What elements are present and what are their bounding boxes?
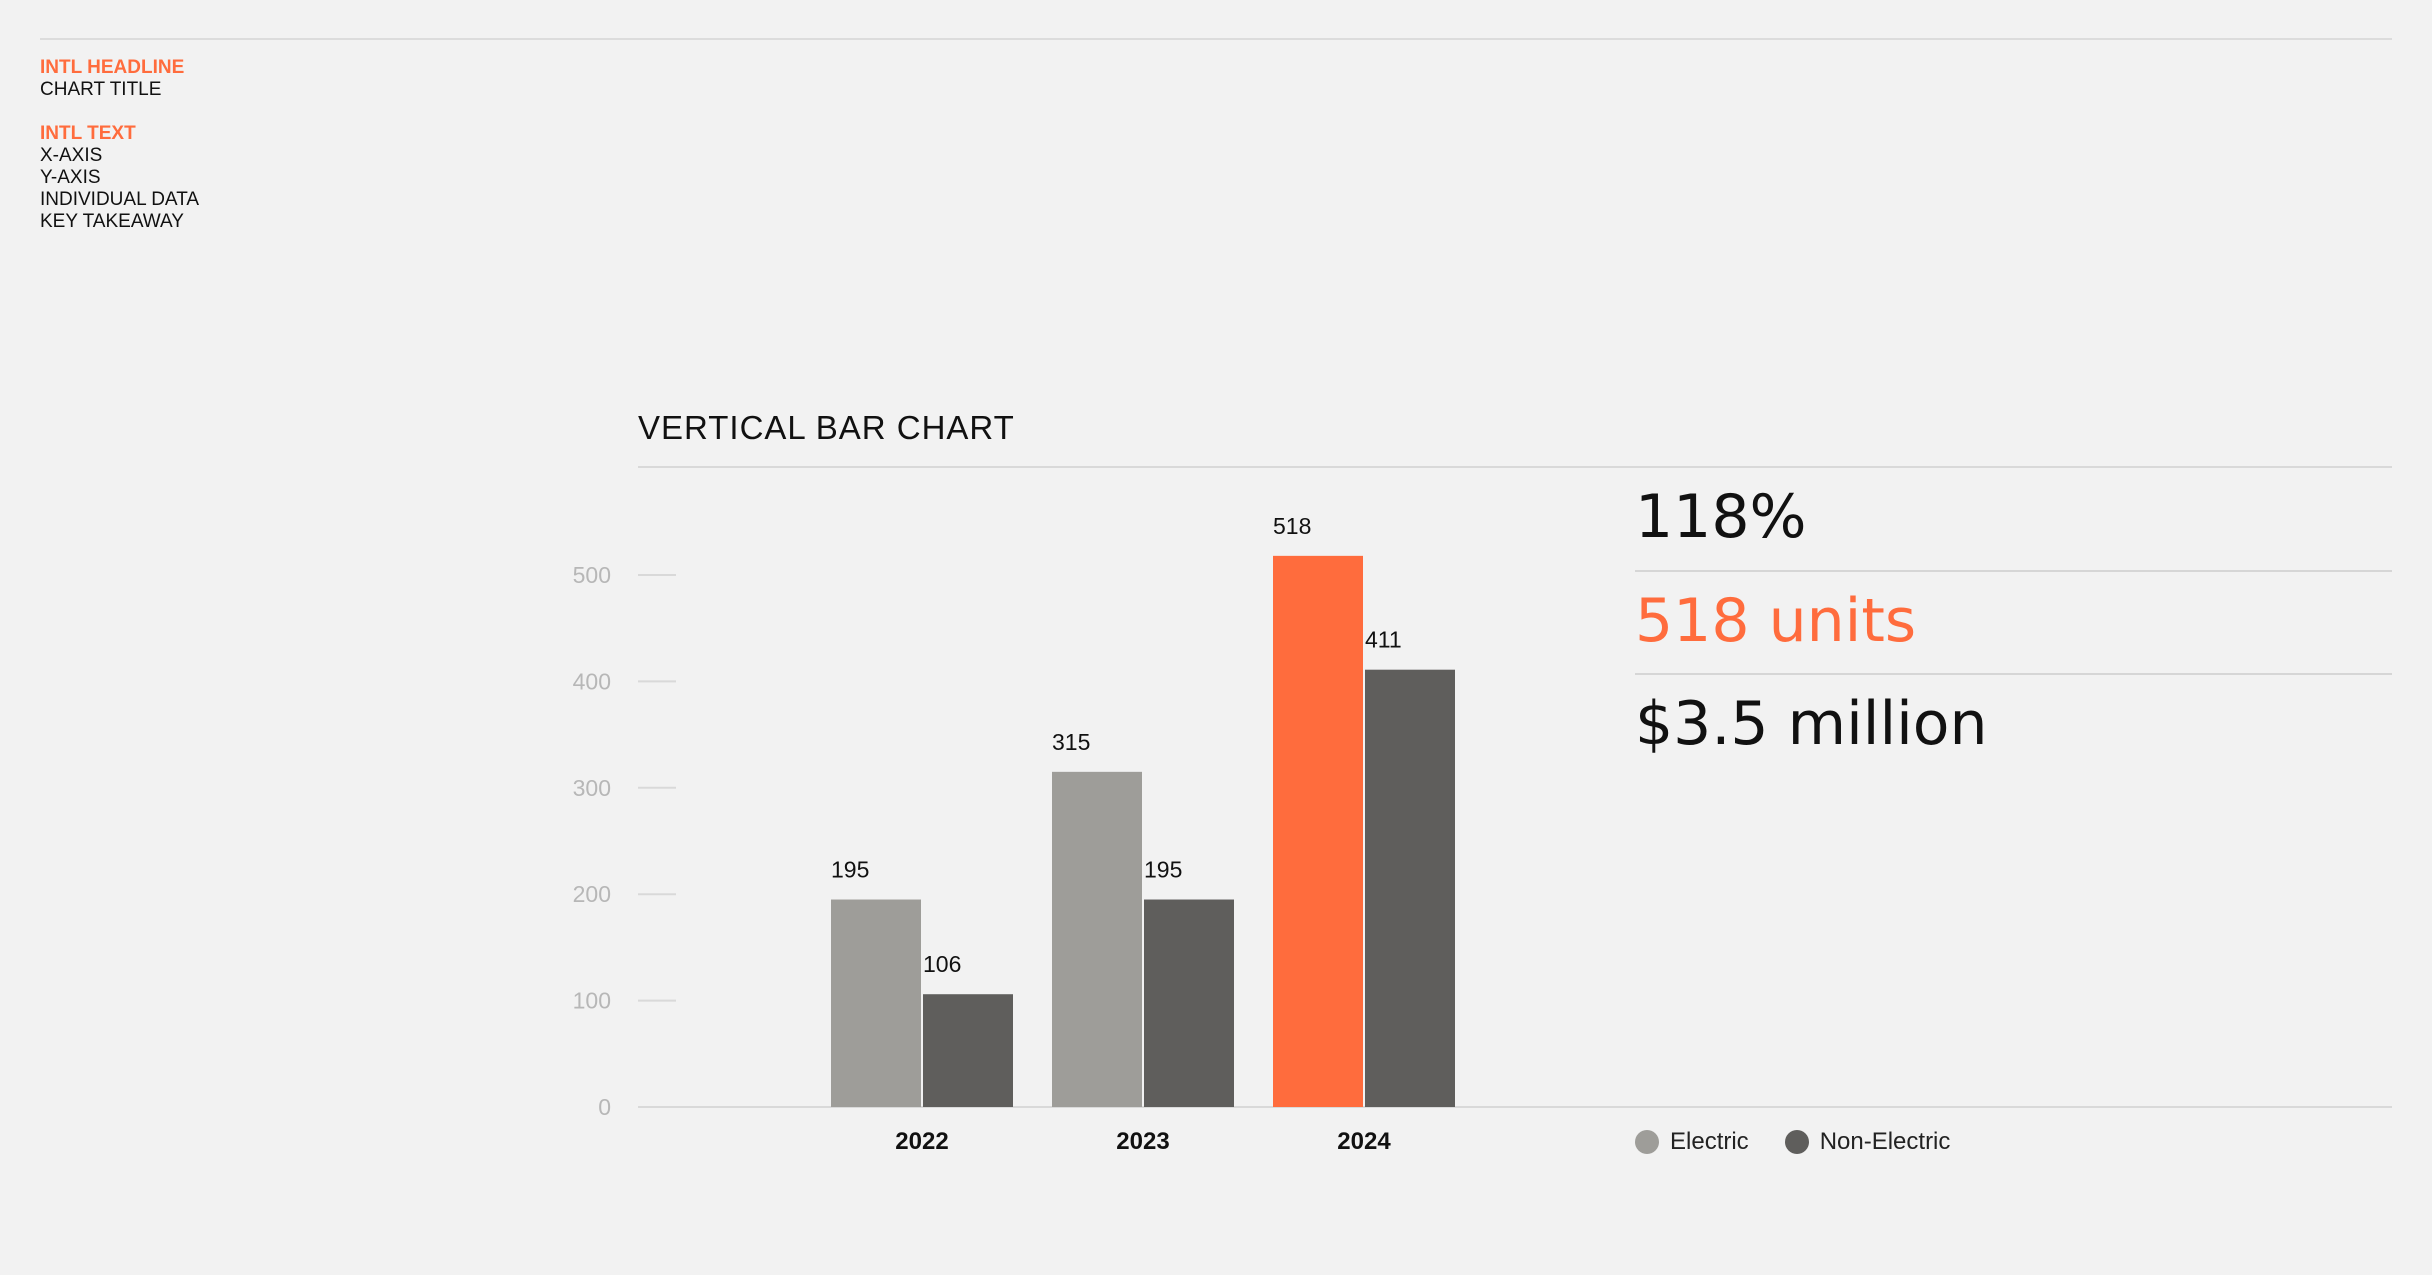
- headline-item: CHART TITLE: [40, 79, 162, 100]
- takeaway-divider: [1635, 570, 2392, 572]
- y-tick-label: 200: [573, 881, 611, 907]
- bar-non-electric-2023: [1144, 899, 1234, 1107]
- legend-swatch-electric: [1635, 1130, 1659, 1154]
- chart-legend: Electric Non-Electric: [1635, 1128, 1986, 1156]
- x-tick-label: 2023: [1116, 1128, 1169, 1155]
- y-tick-label: 300: [573, 775, 611, 801]
- data-label: 195: [1144, 857, 1182, 883]
- text-label: INTL TEXT: [40, 123, 136, 144]
- chart-title: VERTICAL BAR CHART: [638, 409, 1015, 446]
- legend-label-electric: Electric: [1670, 1128, 1749, 1155]
- bar-electric-2022: [831, 899, 921, 1107]
- y-tick-label: 400: [573, 668, 611, 694]
- top-divider: [40, 38, 2392, 40]
- data-label: 518: [1273, 513, 1311, 539]
- style-guide-notes: INTL HEADLINE CHART TITLE INTL TEXT X-AX…: [40, 57, 199, 233]
- y-tick-label: 500: [573, 562, 611, 588]
- takeaway-percent: 118%: [1635, 482, 1807, 552]
- legend-label-non-electric: Non-Electric: [1819, 1128, 1951, 1155]
- legend-item-electric: Electric: [1635, 1128, 1749, 1156]
- takeaway-revenue: $3.5 million: [1635, 689, 1988, 759]
- text-item-x-axis: X-AXIS: [40, 145, 103, 166]
- legend-swatch-non-electric: [1784, 1130, 1809, 1154]
- text-item-individual-data: INDIVIDUAL DATA: [40, 189, 200, 210]
- takeaway-divider: [1635, 673, 2392, 675]
- data-label: 315: [1052, 729, 1090, 755]
- headline-label: INTL HEADLINE: [40, 57, 185, 78]
- text-item-y-axis: Y-AXIS: [40, 167, 101, 188]
- bar-non-electric-2024: [1365, 669, 1455, 1107]
- y-tick-label: 100: [573, 988, 611, 1014]
- x-tick-label: 2022: [895, 1128, 948, 1155]
- bar-non-electric-2022: [923, 994, 1013, 1107]
- y-tick-label: 0: [598, 1094, 611, 1120]
- x-tick-label: 2024: [1337, 1128, 1391, 1155]
- title-divider: [638, 466, 2392, 468]
- data-label: 106: [923, 951, 961, 977]
- legend-item-non-electric: Non-Electric: [1784, 1128, 1951, 1156]
- bar-electric-2024: [1273, 555, 1363, 1107]
- text-item-key-takeaway: KEY TAKEAWAY: [40, 211, 184, 232]
- data-label: 411: [1365, 627, 1402, 653]
- data-label: 195: [831, 857, 869, 883]
- takeaway-units: 518 units: [1635, 586, 1917, 656]
- bar-electric-2023: [1052, 771, 1142, 1107]
